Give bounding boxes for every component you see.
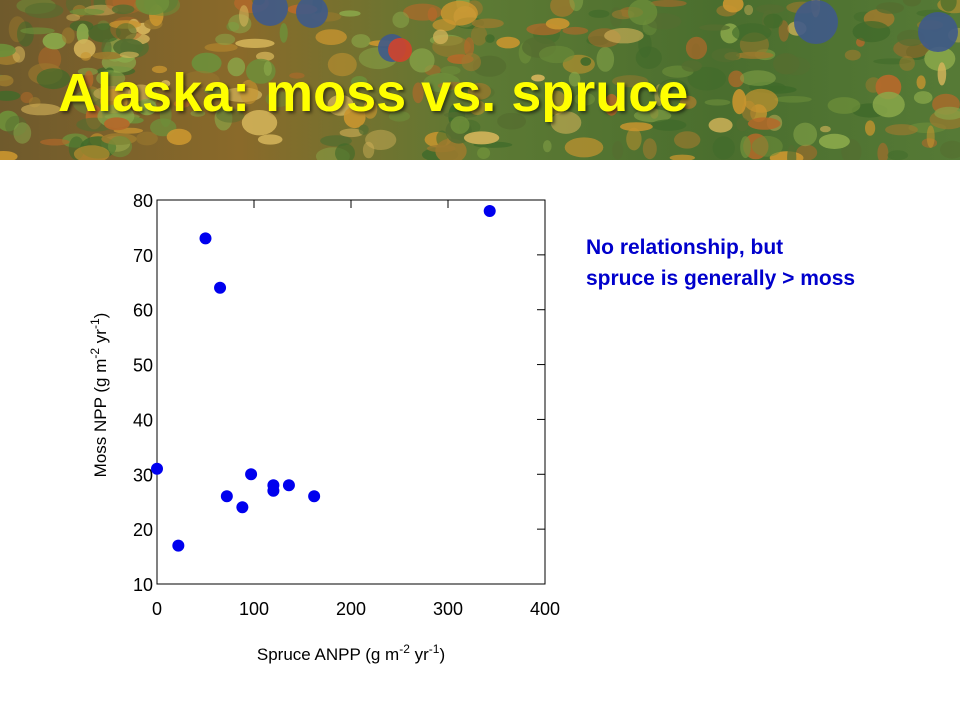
scatter-chart: 10 20 30 40 50 60 70 80 0 100 200 300 400 Moss NPP … (88, 191, 560, 664)
plot-area (156, 199, 546, 585)
annotation-text: No relationship, but spruce is generally… (586, 232, 855, 294)
data-point (483, 204, 496, 217)
y-tick-label: 30 (133, 465, 153, 485)
annotation-line-1: No relationship, but (586, 236, 784, 259)
data-point (220, 490, 233, 503)
data-point (245, 468, 258, 481)
slide-title: Alaska: moss vs. spruce (58, 63, 689, 123)
data-points (151, 204, 496, 552)
y-tick-label: 70 (133, 246, 153, 266)
x-tick-label: 0 (152, 599, 162, 619)
photo-banner (0, 0, 960, 160)
y-tick-label: 80 (133, 191, 153, 211)
data-point (267, 484, 280, 497)
x-tick-label: 400 (530, 599, 560, 619)
x-tick-label: 100 (239, 599, 269, 619)
x-axis-label: Spruce ANPP (g m-2 yr-1) (257, 642, 445, 664)
data-point (214, 281, 227, 294)
data-point (172, 539, 185, 552)
y-axis-label: Moss NPP (g m-2 yr-1) (88, 313, 110, 478)
plot-frame (156, 199, 546, 585)
y-axis-ticks: 10 20 30 40 50 60 70 80 (133, 191, 545, 595)
y-tick-label: 10 (133, 575, 153, 595)
y-tick-label: 60 (133, 301, 153, 321)
data-point (236, 501, 249, 514)
annotation-line-2: spruce is generally > moss (586, 267, 856, 290)
y-tick-label: 20 (133, 520, 153, 540)
data-point (308, 490, 321, 503)
y-tick-label: 40 (133, 410, 153, 430)
x-tick-label: 300 (433, 599, 463, 619)
data-point (199, 232, 212, 245)
x-axis-ticks: 0 100 200 300 400 (152, 200, 560, 619)
data-point (282, 479, 295, 492)
x-tick-label: 200 (336, 599, 366, 619)
banner-photo (0, 0, 960, 160)
data-point (151, 462, 163, 475)
y-tick-label: 50 (133, 356, 153, 376)
